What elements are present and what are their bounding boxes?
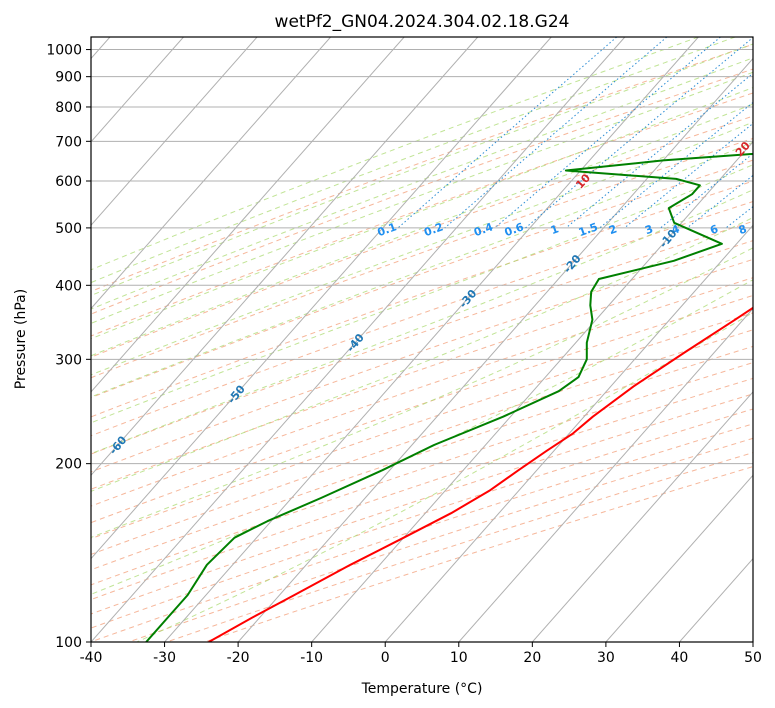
x-tick-label: -40 [80,650,103,666]
profile-series [145,152,753,642]
plot-frame [90,36,754,643]
mixing-ratio-line [525,37,753,229]
x-tick-label: -20 [227,650,250,666]
y-tick-label: 700 [55,134,82,150]
x-tick-label: -30 [153,650,176,666]
temperature-profile-line [208,306,753,642]
dry-adiabat-line [91,312,753,540]
isotherm-gridline [531,391,753,642]
moist-adiabat-line [91,164,753,424]
isotherm-gridline [91,37,184,143]
mixing-ratio-label: 0.1 [376,220,399,239]
dry-adiabat-line [91,345,753,571]
mixing-ratio-line [660,153,753,229]
mixing-ratio-label: 6 [708,222,720,237]
mixing-ratio-label: 0.2 [422,220,445,239]
mixing-ratio-label: 0.6 [503,220,526,239]
dry-adiabat-line [91,258,753,490]
y-tick-label: 600 [55,174,82,190]
x-tick-label: 20 [523,650,541,666]
mixing-ratio-line [444,37,668,229]
isotherm-gridline [91,37,626,642]
x-tick-label: -10 [300,650,323,666]
moist-adiabat-line [91,37,736,284]
isotherm-gridline [311,141,753,642]
isotherm-gridline [605,474,753,642]
isotherm-gridline [164,37,699,642]
dry-adiabat-line [91,68,753,315]
dry-adiabat-line [91,393,753,615]
mixing-ratio-label: 1.5 [577,220,600,239]
plot-area: 0.10.20.40.611.52346810131620253036-100-… [91,37,753,642]
isotherm-gridline [237,57,753,642]
mixing-ratio-label: 0.4 [472,220,495,239]
y-tick-label: 300 [55,352,82,368]
y-axis-label: Pressure (hPa) [13,289,29,389]
y-tick-label: 500 [55,221,82,237]
moist-adiabat-line [91,189,753,455]
dry-adiabat-line [91,159,753,399]
x-tick-label: 0 [381,650,390,666]
isotherm-gridline [91,37,332,310]
x-tick-label: 40 [671,650,689,666]
dry-adiabats [91,43,753,642]
x-axis-label: Temperature (°C) [361,681,483,697]
moist-adiabat-line [136,311,753,642]
y-tick-label: 800 [55,100,82,116]
mixing-ratio-line [494,37,721,229]
mixing-ratio-lines [397,37,753,229]
x-tick-label: 30 [597,650,615,666]
dry-adiabat-line [91,294,753,524]
mixing-ratio-label: 8 [737,222,749,237]
mixing-ratio-label: 3 [643,222,655,237]
dewpoint-profile-line [145,152,753,642]
moist-adiabat-line [91,37,699,271]
mixing-ratio-line [599,101,753,229]
isotherm-gridline [91,37,258,226]
skewed-isotherm-gridlines [91,37,753,642]
dry-adiabat-line [91,180,753,418]
y-tick-label: 900 [55,70,82,86]
dry-adiabat-line [91,92,753,337]
dry-adiabat-line [91,201,753,437]
y-tick-label: 1000 [46,43,82,59]
moist-adiabat-line [91,216,753,492]
moist-adiabat-line [91,279,753,595]
isotherm-gridline [91,37,479,477]
mixing-ratio-label: 4 [670,222,682,237]
mixing-ratio-line [397,37,618,229]
mixing-ratio-label: 2 [607,222,619,237]
x-tick-label: 50 [744,650,762,666]
y-tick-label: 200 [55,457,82,473]
y-tick-label: 100 [55,635,82,651]
dry-adiabat-line [91,43,753,293]
dry-adiabat-line [91,240,753,473]
isotherm-gridline [91,37,405,393]
x-axis-ticks: -40 -30 -20 -10 0 10 20 30 40 50 [80,642,762,666]
y-tick-label: 400 [55,278,82,294]
mixing-ratio-line [565,72,753,229]
chart-title: wetPf2_GN04.2024.304.02.18.G24 [275,12,570,32]
x-tick-label: 10 [450,650,468,666]
pressure-gridlines [91,49,753,642]
y-axis-ticks: 100 200 300 400 500 600 700 800 900 1000 [46,43,91,651]
isotherm-gridline [91,37,552,560]
mixing-ratio-label: 1 [549,222,561,237]
moist-adiabat-line [91,57,753,310]
isotherm-gridline [384,224,753,642]
isotherm-gridline [458,307,753,642]
